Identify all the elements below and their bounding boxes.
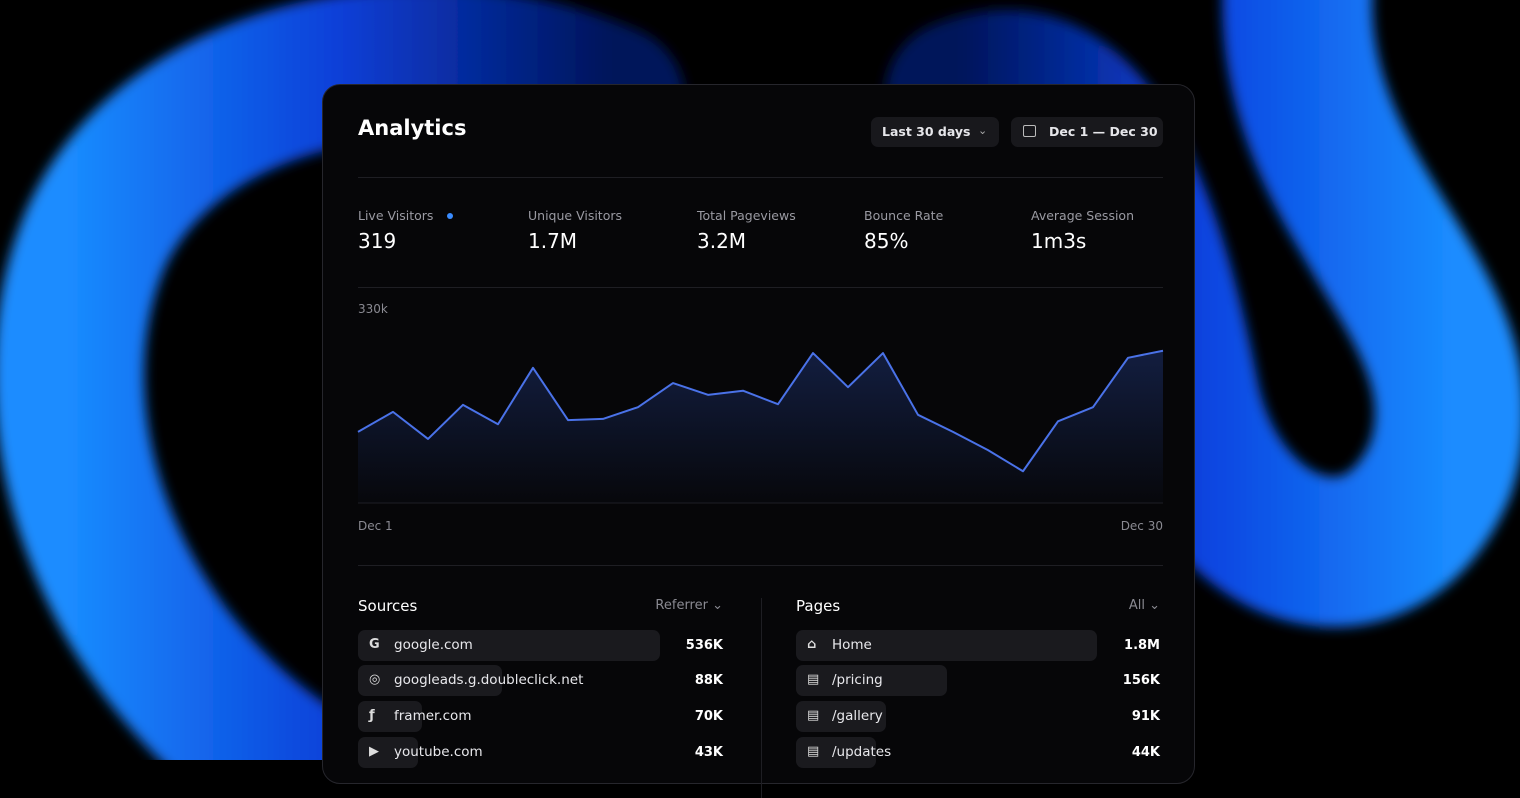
row-value: 91K: [1131, 709, 1160, 724]
stat-value: 1.7M: [528, 229, 578, 253]
row-icon: ▤: [807, 744, 820, 759]
section-title: Pages: [796, 597, 841, 615]
stat-label: Live Visitors: [358, 208, 434, 223]
live-dot: [447, 213, 453, 219]
stat-label: Bounce Rate: [864, 208, 944, 223]
row-icon: ▶: [369, 744, 379, 759]
calendar-icon: [1023, 125, 1036, 137]
row-value: 88K: [694, 673, 723, 688]
stat-label: Total Pageviews: [697, 208, 796, 223]
row-value: 1.8M: [1124, 638, 1160, 653]
row-bar: [796, 665, 947, 696]
row-name: /gallery: [832, 708, 883, 724]
row-name: youtube.com: [394, 744, 483, 760]
row-icon: ▤: [807, 672, 820, 687]
stat-label: Unique Visitors: [528, 208, 623, 223]
row-name: /pricing: [832, 672, 883, 688]
stat-value: 3.2M: [697, 229, 747, 253]
section-filter[interactable]: Referrer ⌄: [655, 598, 723, 613]
x-tick-label: Dec 30: [1121, 519, 1163, 533]
row-name: googleads.g.doubleclick.net: [394, 672, 584, 688]
row-icon: G: [369, 637, 380, 652]
line: [357, 349, 1164, 473]
row-value: 43K: [694, 745, 723, 760]
row-bar: [358, 701, 422, 732]
row-name: /updates: [832, 744, 892, 760]
line-chart: 330k Dec 1 Dec 30: [357, 302, 1164, 533]
chevron: ⌄: [978, 124, 988, 137]
row-name: google.com: [394, 637, 473, 653]
row-name: framer.com: [394, 708, 472, 724]
date-range[interactable]: Dec 1 — Dec 30: [1011, 117, 1163, 147]
row-bar: [796, 630, 1097, 661]
stat-value: 1m3s: [1031, 229, 1087, 253]
row-icon: ▤: [807, 708, 820, 723]
row-bar: [358, 630, 660, 661]
row-value: 44K: [1131, 745, 1160, 760]
y-tick-label: 330k: [358, 302, 388, 316]
divider: [358, 177, 1163, 178]
row-name: Home: [832, 637, 872, 653]
row-bar: [358, 665, 502, 696]
stat-value: 319: [358, 229, 397, 253]
row-value: 536K: [685, 638, 723, 653]
stat-label: Average Session: [1031, 208, 1134, 223]
page-title: Analytics: [358, 116, 467, 140]
row-bar: [796, 701, 886, 732]
row-value: 156K: [1122, 673, 1160, 688]
divider: [358, 565, 1163, 566]
analytics-card: Analytics Last 30 days Dec 1 — Dec 30 ⌄ Live…: [322, 84, 1195, 798]
row-value: 70K: [694, 709, 723, 724]
stat-value: 85%: [864, 229, 909, 253]
divider: [358, 287, 1163, 288]
section-filter[interactable]: All ⌄: [1128, 598, 1160, 613]
divider: [761, 598, 762, 798]
row-icon: ⌂: [807, 637, 817, 652]
x-tick-label: Dec 1: [358, 519, 393, 533]
row-icon: ◎: [369, 672, 381, 687]
period-select[interactable]: Last 30 days: [871, 117, 999, 147]
row-icon: ƒ: [369, 708, 375, 723]
area: [358, 350, 1163, 503]
section-title: Sources: [358, 597, 418, 615]
